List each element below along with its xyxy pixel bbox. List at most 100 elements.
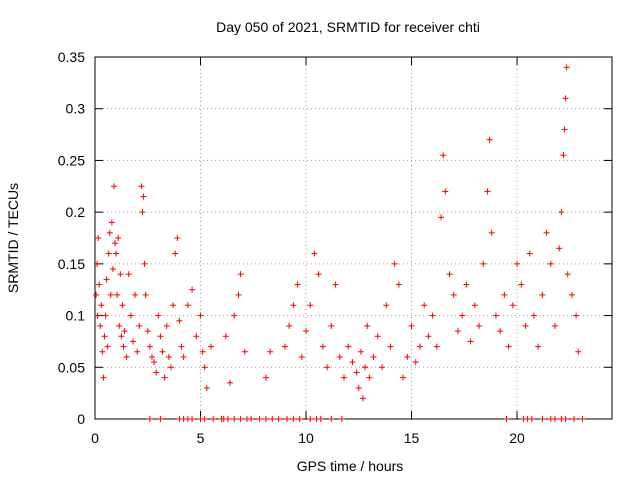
- data-point: [109, 266, 116, 273]
- data-point: [429, 312, 436, 319]
- data-point: [560, 152, 567, 159]
- data-point: [563, 64, 570, 71]
- data-point: [404, 353, 411, 360]
- data-point-zero: [562, 416, 569, 422]
- data-point-zero: [338, 416, 345, 422]
- data-point: [484, 188, 491, 195]
- data-point: [132, 291, 139, 298]
- data-point: [476, 322, 483, 329]
- data-point: [357, 348, 364, 355]
- plot-frame: [94, 56, 613, 420]
- data-points: [93, 64, 586, 422]
- data-point: [535, 343, 542, 350]
- data-point: [552, 322, 559, 329]
- data-point: [199, 348, 206, 355]
- data-point: [116, 322, 123, 329]
- data-point: [110, 183, 117, 190]
- data-point: [140, 193, 147, 200]
- data-point: [159, 348, 166, 355]
- data-point: [446, 271, 453, 278]
- data-point: [355, 384, 362, 391]
- data-point: [294, 281, 301, 288]
- data-point: [345, 343, 352, 350]
- data-point: [227, 379, 234, 386]
- y-tick-label: 0.1: [66, 308, 86, 324]
- data-point: [505, 343, 512, 350]
- data-point: [105, 250, 112, 257]
- data-point-zero: [269, 416, 276, 422]
- data-point: [364, 322, 371, 329]
- data-point-zero: [224, 416, 231, 422]
- data-point: [107, 291, 114, 298]
- data-point: [568, 291, 575, 298]
- data-point: [178, 343, 185, 350]
- x-tick-label: 20: [509, 430, 525, 446]
- data-point: [454, 328, 461, 335]
- data-point: [370, 353, 377, 360]
- data-point-zero: [275, 416, 282, 422]
- data-point: [539, 291, 546, 298]
- data-point: [237, 271, 244, 278]
- data-point: [97, 322, 104, 329]
- data-point: [193, 333, 200, 340]
- x-axis-label: GPS time / hours: [297, 458, 404, 474]
- data-point: [324, 364, 331, 371]
- y-tick-label: 0.3: [66, 101, 86, 117]
- data-point: [349, 359, 356, 366]
- data-point: [94, 312, 101, 319]
- data-point: [286, 322, 293, 329]
- data-point: [203, 384, 210, 391]
- data-point: [157, 333, 164, 340]
- data-point: [408, 322, 415, 329]
- data-point-zero: [284, 416, 291, 422]
- data-point: [176, 317, 183, 324]
- data-point: [463, 281, 470, 288]
- data-point: [290, 302, 297, 309]
- data-point: [170, 302, 177, 309]
- data-point: [530, 312, 537, 319]
- data-point: [514, 260, 521, 267]
- data-point: [180, 353, 187, 360]
- axis-ticks: 0 0.05 0.1 0.15 0.2 0.25 0.3 0.35 0 5 10 15 20: [58, 49, 612, 446]
- data-point: [165, 353, 172, 360]
- x-tick-label: 15: [404, 430, 420, 446]
- data-point: [95, 235, 102, 241]
- data-point: [129, 338, 136, 345]
- data-point: [148, 353, 155, 360]
- data-point: [125, 271, 132, 278]
- data-point: [153, 369, 160, 376]
- data-point: [231, 312, 238, 319]
- data-point: [115, 235, 122, 241]
- data-point: [118, 333, 125, 340]
- data-point-zero: [571, 416, 578, 422]
- data-point: [184, 302, 191, 309]
- data-point-zero: [248, 416, 255, 422]
- data-point: [172, 250, 179, 257]
- y-tick-label: 0.2: [66, 204, 86, 220]
- data-point: [391, 260, 398, 267]
- data-point-zero: [237, 416, 244, 422]
- data-point: [547, 260, 554, 267]
- data-point: [104, 343, 111, 350]
- data-point-zero: [552, 416, 559, 422]
- data-point: [123, 353, 130, 360]
- data-point: [155, 312, 162, 319]
- data-point: [492, 312, 499, 319]
- data-point: [106, 229, 113, 236]
- data-point: [438, 214, 445, 221]
- data-point: [114, 291, 121, 298]
- data-point: [353, 369, 360, 376]
- data-point: [222, 333, 229, 340]
- data-point: [96, 281, 103, 288]
- y-tick-label: 0.15: [58, 256, 85, 272]
- data-point: [151, 359, 158, 366]
- data-point-zero: [317, 416, 324, 422]
- data-point: [139, 209, 146, 216]
- data-point: [235, 291, 242, 298]
- data-point: [141, 260, 148, 267]
- data-point: [108, 219, 115, 226]
- y-tick-label: 0.05: [58, 359, 85, 375]
- data-point: [98, 302, 105, 309]
- data-point-zero: [528, 416, 535, 422]
- grid-lines: [95, 57, 612, 419]
